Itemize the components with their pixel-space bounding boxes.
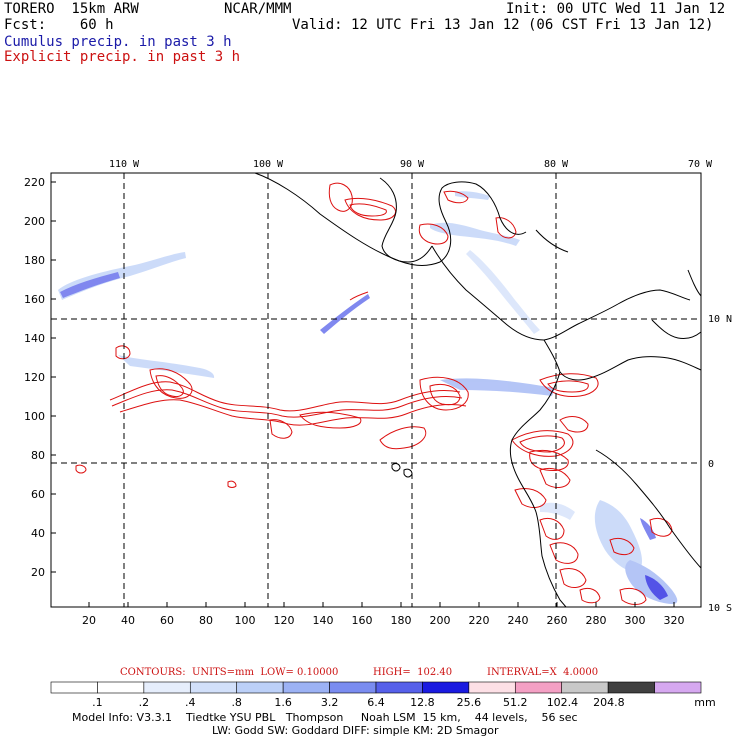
x-tick-label: 280 (586, 614, 607, 627)
coastline (51, 172, 702, 608)
y-tick-label: 60 (31, 488, 45, 501)
y-tick-label: 160 (24, 293, 45, 306)
colorbar-swatch (236, 681, 284, 694)
y-axis: 220 200 180 160 140 120 100 80 60 40 20 (24, 176, 56, 579)
colorbar-label: .8 (231, 696, 242, 709)
x-tick-label: 60 (160, 614, 174, 627)
lon-label-110w: 110 W (109, 159, 140, 170)
contour-high: HIGH= 102.40 (373, 667, 453, 678)
colorbar-swatch (329, 681, 377, 694)
x-tick-label: 180 (391, 614, 412, 627)
x-tick-label: 120 (274, 614, 295, 627)
y-tick-label: 120 (24, 371, 45, 384)
x-axis: 20 40 60 80 100 120 140 160 180 200 220 … (82, 602, 685, 627)
map-frame (50, 172, 702, 608)
lon-label-90w: 90 W (400, 159, 425, 170)
model-title: TORERO 15km ARW (4, 1, 139, 17)
y-tick-label: 200 (24, 215, 45, 228)
x-tick-label: 100 (235, 614, 256, 627)
y-tick-label: 140 (24, 332, 45, 345)
y-tick-label: 80 (31, 449, 45, 462)
colorbar-swatch (189, 681, 238, 694)
forecast-hour: Fcst: 60 h (4, 17, 114, 33)
contour-units: CONTOURS: UNITS=mm LOW= 0.10000 (120, 667, 339, 678)
colorbar-label: .4 (185, 696, 196, 709)
colorbar-label: 1.6 (274, 696, 292, 709)
colorbar-swatch (97, 681, 145, 694)
colorbar-swatch (143, 681, 191, 694)
y-tick-label: 40 (31, 527, 45, 540)
lon-label-70w: 70 W (688, 159, 713, 170)
x-tick-label: 200 (430, 614, 451, 627)
lat-label-0: 0 (708, 459, 714, 470)
y-tick-label: 220 (24, 176, 45, 189)
colorbar-swatch (514, 681, 563, 694)
lat-label-10n: 10 N (708, 314, 732, 325)
cumulus-legend: Cumulus precip. in past 3 h (4, 34, 232, 50)
colorbar-label: 25.6 (456, 696, 482, 709)
x-tick-label: 160 (352, 614, 373, 627)
colorbar-swatch (282, 681, 330, 694)
colorbar-label: 3.2 (320, 696, 339, 709)
x-tick-label: 80 (199, 614, 213, 627)
colorbar (50, 681, 702, 694)
x-tick-label: 240 (508, 614, 529, 627)
colorbar-label: 12.8 (410, 696, 435, 709)
precip-layer (58, 182, 678, 605)
colorbar-label: .1 (92, 696, 103, 709)
x-tick-label: 300 (625, 614, 646, 627)
physics-info: LW: Godd SW: Goddard DIFF: simple KM: 2D… (212, 724, 499, 737)
colorbar-label: .2 (138, 696, 150, 709)
init-time: Init: 00 UTC Wed 11 Jan 12 (506, 1, 726, 17)
colorbar-swatch (50, 681, 98, 694)
colorbar-swatch (375, 681, 423, 694)
colorbar-swatch (607, 681, 655, 694)
x-tick-label: 260 (547, 614, 568, 627)
lat-label-10s: 10 S (708, 603, 732, 614)
colorbar-swatch (468, 681, 516, 694)
y-tick-label: 180 (24, 254, 45, 267)
y-tick-label: 100 (24, 410, 45, 423)
org-label: NCAR/MMM (224, 1, 292, 17)
colorbar-label: 6.4 (367, 696, 385, 709)
colorbar-swatch (561, 681, 609, 694)
x-tick-label: 20 (82, 614, 96, 627)
x-tick-label: 40 (121, 614, 135, 627)
colorbar-label: 51.2 (503, 696, 528, 709)
model-info: Model Info: V3.3.1 Tiedtke YSU PBL Thomp… (72, 711, 578, 724)
x-tick-label: 220 (469, 614, 490, 627)
explicit-legend: Explicit precip. in past 3 h (4, 49, 241, 65)
y-tick-label: 20 (31, 566, 45, 579)
colorbar-label: 204.8 (593, 696, 625, 709)
valid-time: Valid: 12 UTC Fri 13 Jan 12 (06 CST Fri … (292, 17, 714, 33)
colorbar-swatch (422, 681, 470, 694)
lon-label-100w: 100 W (253, 159, 284, 170)
colorbar-swatch (654, 681, 702, 694)
colorbar-unit: mm (694, 696, 716, 709)
lon-label-80w: 80 W (544, 159, 569, 170)
contour-interval: INTERVAL=X 4.0000 (487, 667, 599, 678)
x-tick-label: 140 (313, 614, 334, 627)
grid-lines (51, 173, 701, 607)
x-tick-label: 320 (664, 614, 685, 627)
colorbar-label: 102.4 (546, 696, 579, 709)
